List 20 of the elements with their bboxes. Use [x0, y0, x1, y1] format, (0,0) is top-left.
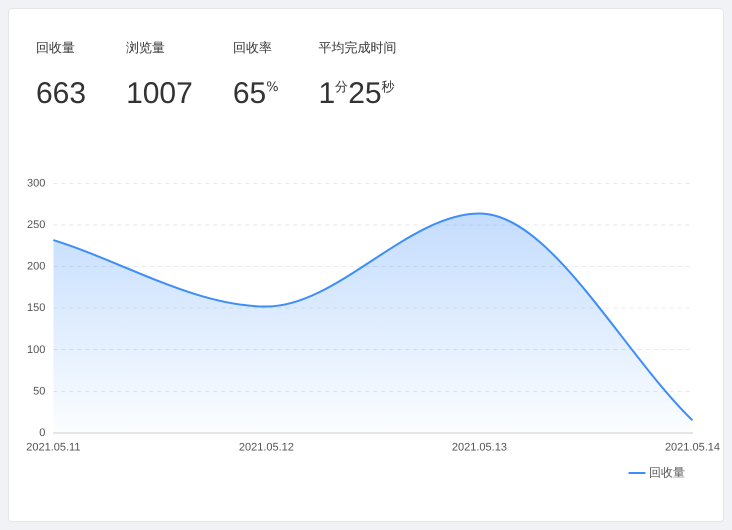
legend-label: 回收量 — [649, 465, 685, 480]
text: 663 — [36, 77, 86, 111]
y-tick-label: 50 — [33, 385, 46, 398]
text: 1$^{分}$25$^{秒}$ — [318, 77, 396, 111]
x-tick-label: 2021.05.13 — [452, 441, 507, 454]
x-tick-label: 2021.05.11 — [26, 441, 80, 454]
x-tick-label: 2021.05.14 — [664, 441, 720, 454]
y-tick-label: 300 — [26, 178, 46, 190]
text: 平均完成时间 — [318, 40, 397, 58]
text: 65$^{%}$ — [232, 77, 279, 111]
y-tick-label: 200 — [26, 260, 46, 273]
text: 1007 — [126, 77, 193, 111]
x-tick-label: 2021.05.12 — [238, 441, 294, 454]
text: 回收率 — [232, 40, 273, 58]
y-tick-label: 250 — [26, 219, 46, 232]
y-tick-label: 0 — [39, 426, 46, 439]
y-tick-label: 150 — [26, 302, 46, 314]
text: 回收量 — [36, 40, 76, 58]
text: 浏览量 — [126, 40, 166, 58]
y-tick-label: 100 — [26, 344, 46, 356]
